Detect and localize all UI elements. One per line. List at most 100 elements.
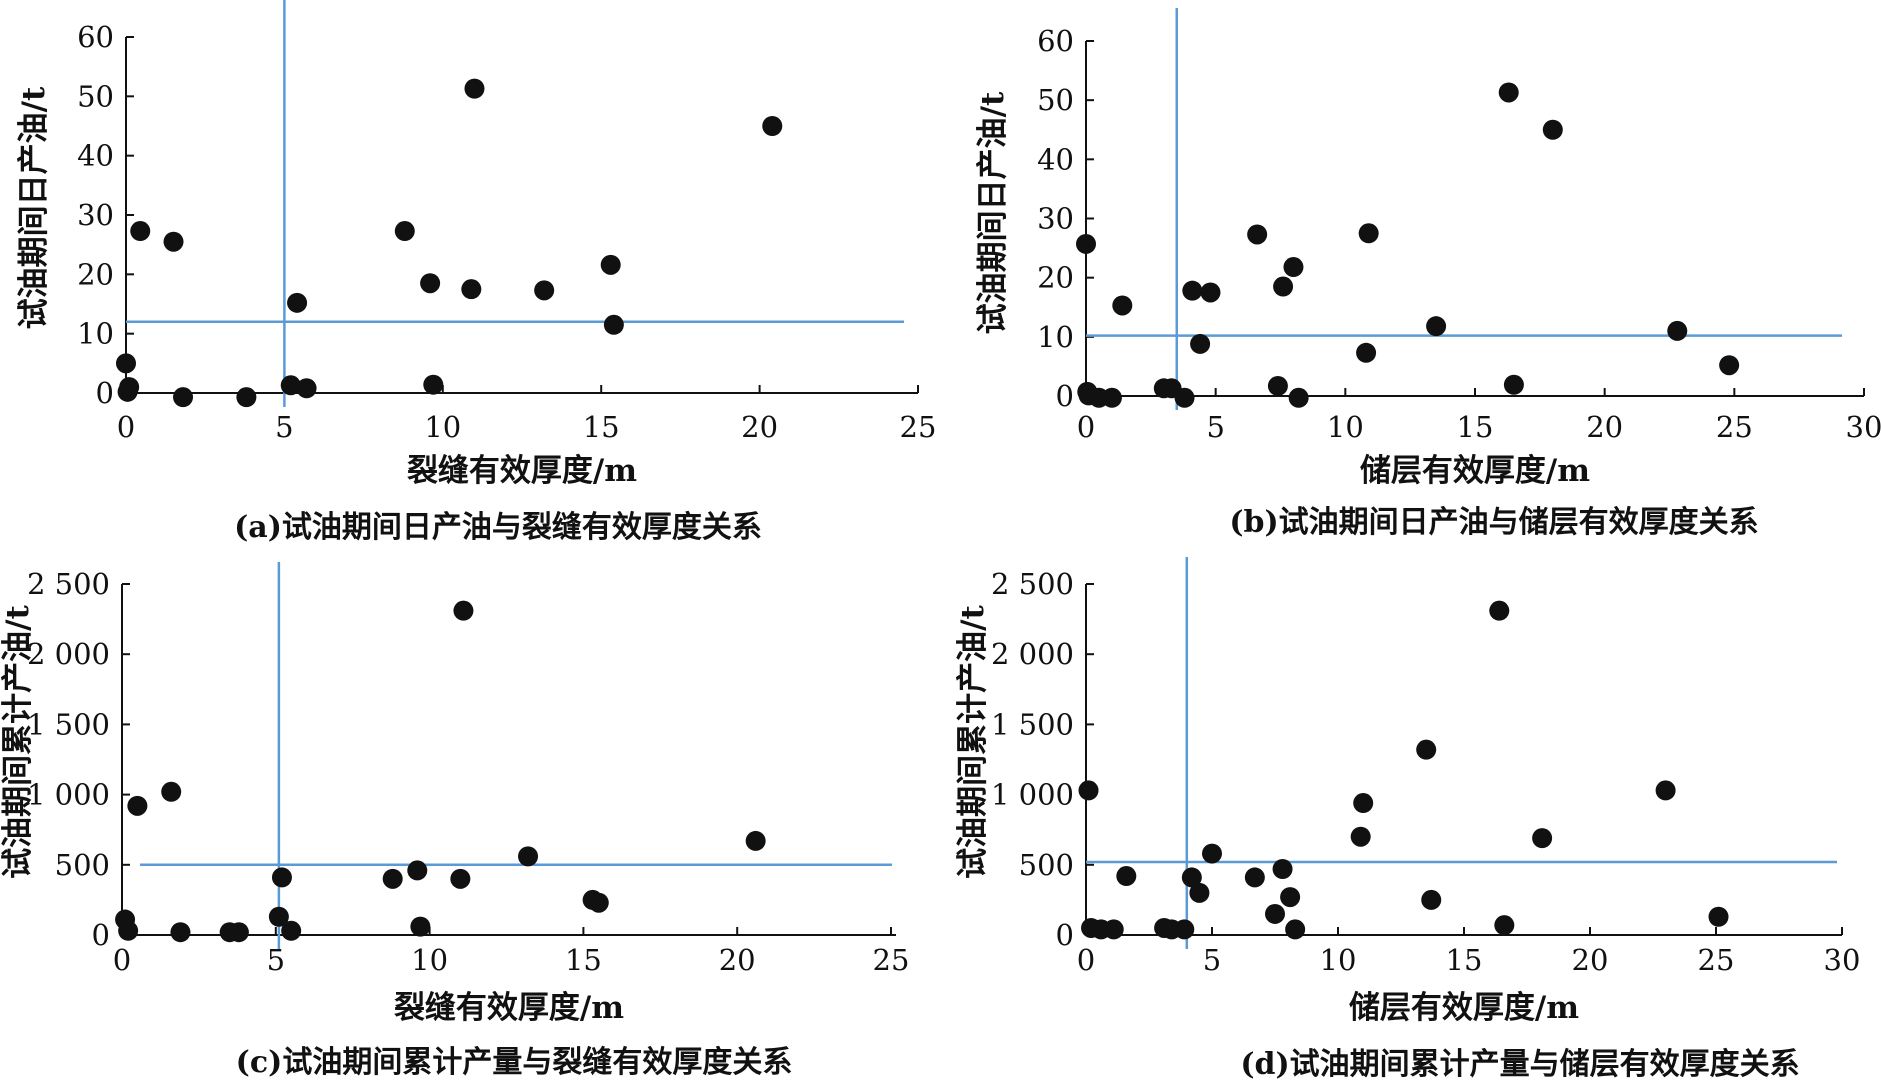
- y-tick-label: 50: [1037, 83, 1074, 117]
- data-point: [534, 280, 555, 301]
- data-point: [287, 292, 308, 313]
- x-tick-label: 20: [1572, 943, 1609, 977]
- data-point: [1655, 780, 1676, 801]
- y-tick-label: 0: [1056, 918, 1074, 952]
- x-axis-title: 储层有效厚度/m: [1349, 990, 1579, 1026]
- data-point: [1244, 867, 1265, 888]
- data-point: [1103, 919, 1124, 940]
- data-point: [296, 378, 317, 399]
- x-tick-label: 30: [1846, 410, 1881, 444]
- data-point: [1076, 233, 1096, 254]
- data-point: [1498, 82, 1519, 103]
- data-point: [268, 906, 289, 927]
- x-tick-label: 0: [1077, 943, 1095, 977]
- data-point: [1182, 280, 1203, 301]
- data-point: [453, 600, 474, 621]
- chart-caption: (a)试油期间日产油与裂缝有效厚度关系: [234, 510, 762, 545]
- y-tick-label: 2 500: [991, 567, 1074, 601]
- data-point: [280, 375, 301, 396]
- x-tick-label: 20: [719, 943, 756, 977]
- chart-panel-c: 0 500 1 000 1 500 2 000 2 500 0 5 10 15 20 25 裂缝有效厚度…: [0, 562, 909, 1080]
- y-tick-label: 30: [1037, 202, 1074, 236]
- data-point: [407, 860, 428, 881]
- x-tick-label: 10: [411, 943, 448, 977]
- data-point: [1494, 915, 1515, 936]
- x-tick-label: 30: [1824, 943, 1861, 977]
- data-point: [1358, 223, 1379, 244]
- data-point: [1174, 919, 1195, 940]
- x-tick-label: 10: [424, 410, 461, 444]
- data-point: [603, 314, 624, 335]
- data-point: [1181, 867, 1202, 888]
- y-tick-label: 1 000: [991, 778, 1074, 812]
- x-tick-label: 15: [583, 410, 620, 444]
- data-point: [1356, 342, 1377, 363]
- y-tick-label: 2 000: [27, 637, 110, 671]
- x-tick-label: 25: [1698, 943, 1735, 977]
- y-tick-label: 10: [1037, 320, 1074, 354]
- x-tick-label: 20: [741, 410, 778, 444]
- data-point: [1542, 119, 1563, 140]
- data-point: [600, 254, 621, 275]
- data-point: [1112, 295, 1133, 316]
- x-axis-title: 裂缝有效厚度/m: [407, 453, 637, 489]
- data-point: [1489, 600, 1510, 621]
- data-point: [1174, 387, 1195, 408]
- y-axis-title: 试油期间日产油/t: [975, 91, 1011, 334]
- y-tick-label: 1 500: [991, 707, 1074, 741]
- data-point: [163, 231, 184, 252]
- data-point: [130, 221, 151, 242]
- y-tick-label: 60: [1037, 24, 1074, 58]
- data-point: [1116, 866, 1137, 887]
- x-tick-label: 0: [1077, 410, 1095, 444]
- data-point: [1272, 859, 1293, 880]
- y-axis-title: 试油期间累计产油/t: [0, 605, 36, 879]
- data-point: [1285, 919, 1306, 940]
- data-point: [1421, 889, 1442, 910]
- y-tick-label: 30: [77, 198, 114, 232]
- data-point: [410, 916, 431, 937]
- x-tick-label: 5: [267, 943, 285, 977]
- x-tick-label: 10: [1320, 943, 1357, 977]
- data-point: [1708, 906, 1729, 927]
- data-point: [161, 781, 182, 802]
- chart-panel-a: 0 10 20 30 40 50 60 0 5 10 15 20 25 裂缝有效厚度/m 试油期间日产油/t…: [16, 0, 936, 545]
- data-point: [1719, 355, 1740, 376]
- data-point: [1189, 882, 1210, 903]
- data-point: [1247, 224, 1268, 245]
- data-point: [118, 920, 139, 941]
- data-point: [420, 273, 441, 294]
- y-tick-label: 50: [77, 79, 114, 113]
- y-tick-label: 500: [55, 848, 110, 882]
- data-point: [1353, 793, 1374, 814]
- data-point: [1667, 320, 1688, 341]
- data-point: [464, 78, 485, 99]
- y-tick-label: 2 500: [27, 567, 110, 601]
- data-point: [1288, 387, 1309, 408]
- x-tick-label: 0: [117, 410, 135, 444]
- data-point: [1190, 333, 1211, 354]
- data-point: [1426, 316, 1447, 337]
- data-point: [1078, 780, 1099, 801]
- x-tick-label: 0: [113, 943, 131, 977]
- y-tick-label: 500: [1019, 848, 1074, 882]
- data-point: [588, 892, 609, 913]
- data-point: [1283, 257, 1304, 278]
- y-tick-label: 60: [77, 20, 114, 54]
- x-tick-label: 5: [1206, 410, 1224, 444]
- x-tick-label: 25: [900, 410, 937, 444]
- data-point: [119, 377, 140, 398]
- data-point: [236, 387, 257, 408]
- data-point: [173, 387, 194, 408]
- y-tick-label: 40: [77, 139, 114, 173]
- data-point: [127, 795, 148, 816]
- y-tick-label: 1 500: [27, 707, 110, 741]
- x-tick-label: 10: [1327, 410, 1364, 444]
- y-tick-label: 1 000: [27, 778, 110, 812]
- data-point: [762, 116, 783, 136]
- data-point: [281, 920, 302, 941]
- data-point: [423, 374, 444, 395]
- data-point: [1101, 387, 1122, 408]
- chart-panel-d: 0 500 1 000 1 500 2 000 2 500 0 5 10 15 20 25 30 储层有效…: [955, 557, 1860, 1082]
